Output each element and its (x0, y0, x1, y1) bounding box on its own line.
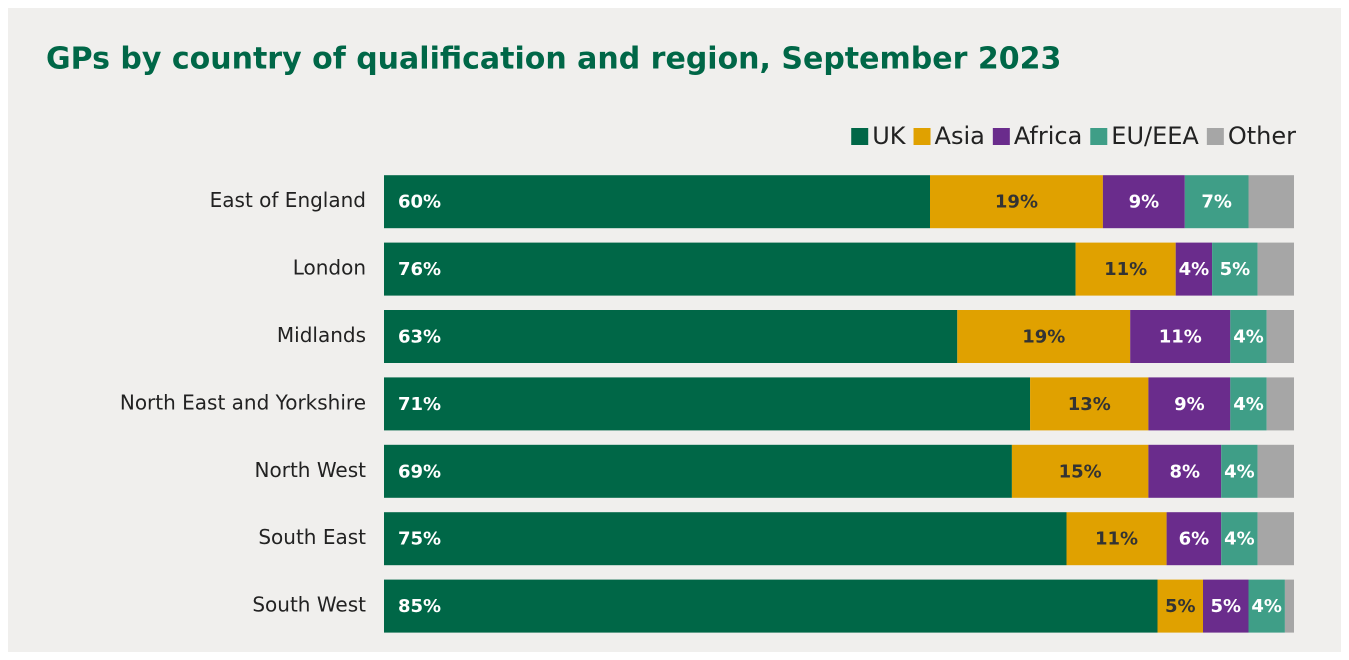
bar-segment (1184, 175, 1249, 229)
bar-segment (384, 310, 958, 363)
y-tick-label: South East (258, 525, 366, 549)
data-label: 85% (398, 596, 441, 617)
bar-segment (1221, 444, 1258, 498)
data-label: 60% (398, 192, 441, 213)
y-tick-label: North West (255, 458, 367, 482)
bar-segment (384, 377, 1031, 431)
bar-segment (1248, 175, 1294, 229)
bar-segment (384, 242, 1076, 296)
legend-label: UK (872, 122, 907, 150)
data-label: 5% (1210, 596, 1241, 617)
bar-segment (1266, 377, 1294, 431)
y-tick-label: North East and Yorkshire (120, 390, 366, 414)
y-tick-label: London (293, 256, 366, 280)
data-label: 11% (1095, 529, 1138, 550)
bar-segment (1203, 579, 1249, 633)
chart-title: GPs by country of qualification and regi… (46, 42, 1061, 77)
data-label: 11% (1104, 259, 1147, 280)
legend-swatch (851, 128, 869, 145)
bar-segment (1157, 579, 1203, 633)
data-label: 4% (1233, 394, 1264, 415)
data-label: 7% (1201, 192, 1232, 213)
bar-segment (930, 175, 1103, 229)
bar-segment (384, 444, 1012, 498)
bar-segment (1230, 377, 1267, 431)
data-label: 76% (398, 259, 441, 280)
bar-segment (1011, 444, 1149, 498)
data-label: 15% (1059, 461, 1102, 482)
data-label: 4% (1251, 596, 1282, 617)
bar-segment (1221, 512, 1258, 566)
bar-segment (1257, 512, 1294, 566)
bar-segment (1066, 512, 1167, 566)
data-label: 4% (1233, 327, 1264, 348)
bar-segment (384, 175, 930, 229)
legend-label: Other (1228, 122, 1296, 150)
bar-segment (1148, 444, 1222, 498)
y-tick-label: Midlands (277, 323, 366, 347)
bar-segment (1075, 242, 1176, 296)
bar-segment (1257, 444, 1294, 498)
bar-segment (1266, 310, 1294, 363)
data-label: 4% (1224, 461, 1255, 482)
bar-segment (1257, 242, 1294, 296)
data-label: 19% (995, 192, 1038, 213)
data-label: 75% (398, 529, 441, 550)
legend-swatch (1206, 128, 1224, 145)
legend-swatch (913, 128, 931, 145)
bar-segment (384, 512, 1067, 566)
data-label: 63% (398, 327, 441, 348)
bar-segment (1248, 579, 1285, 633)
data-label: 8% (1170, 461, 1201, 482)
data-label: 4% (1179, 259, 1210, 280)
bar-segment (1284, 579, 1294, 633)
data-label: 9% (1129, 192, 1160, 213)
data-label: 9% (1174, 394, 1205, 415)
legend-swatch (992, 128, 1010, 145)
bar-segment (1148, 377, 1231, 431)
bar-segment (384, 579, 1158, 633)
bar-segment (1102, 175, 1185, 229)
bar-segment (1130, 310, 1231, 363)
legend-swatch (1090, 128, 1108, 145)
data-label: 6% (1179, 529, 1210, 550)
legend-label: Asia (935, 122, 985, 150)
bar-segment (1230, 310, 1267, 363)
legend: UK Asia Africa EU/EEA Other (851, 122, 1296, 150)
data-label: 4% (1224, 529, 1255, 550)
bar-segment (957, 310, 1131, 363)
y-tick-label: South West (252, 593, 366, 617)
data-label: 19% (1022, 327, 1065, 348)
bar-segment (1166, 512, 1222, 566)
legend-label: Africa (1014, 122, 1082, 150)
data-label: 71% (398, 394, 441, 415)
data-label: 69% (398, 461, 441, 482)
data-label: 13% (1068, 394, 1111, 415)
data-label: 11% (1159, 327, 1202, 348)
legend-label: EU/EEA (1111, 122, 1199, 150)
bar-segment (1030, 377, 1149, 431)
y-tick-label: East of England (210, 188, 366, 212)
data-label: 5% (1220, 259, 1251, 280)
bar-segment (1212, 242, 1258, 296)
bar-segment (1175, 242, 1213, 296)
data-label: 5% (1165, 596, 1196, 617)
